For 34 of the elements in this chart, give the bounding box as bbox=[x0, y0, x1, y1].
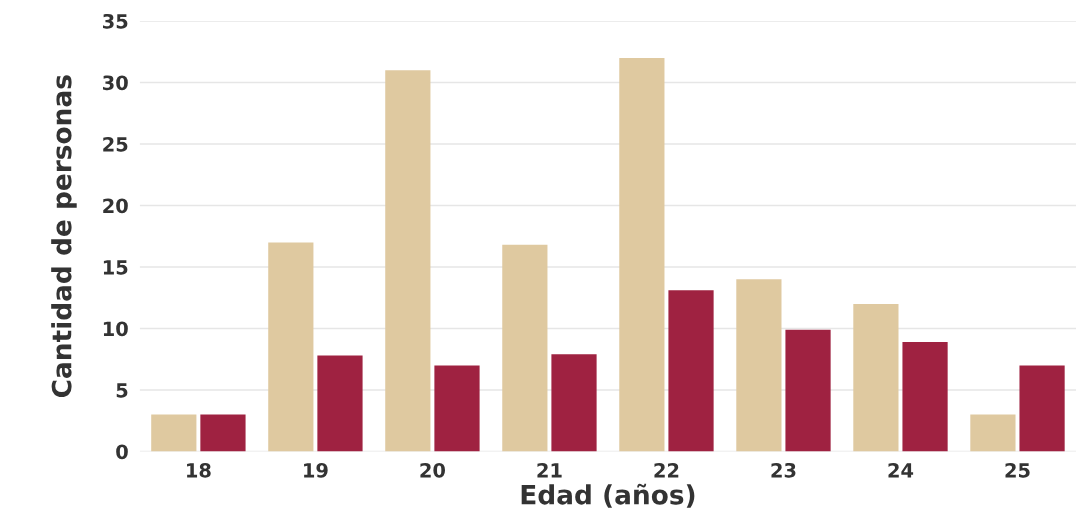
x-tick-label: 22 bbox=[654, 462, 679, 478]
x-tick-label: 19 bbox=[304, 462, 328, 478]
x-tick-label: 25 bbox=[1005, 462, 1030, 478]
x-axis-title: Edad (años) bbox=[521, 483, 695, 508]
x-tick-label: 24 bbox=[888, 462, 914, 478]
bar bbox=[619, 57, 665, 452]
y-tick-label: 5 bbox=[116, 383, 128, 398]
y-tick-label: 15 bbox=[103, 260, 128, 275]
bar bbox=[317, 355, 363, 452]
bar bbox=[1019, 365, 1065, 452]
bar bbox=[268, 242, 314, 452]
x-tick-label: 23 bbox=[771, 462, 796, 478]
bar bbox=[151, 414, 197, 452]
bar bbox=[902, 342, 948, 452]
y-tick-label: 20 bbox=[103, 198, 128, 214]
bar bbox=[385, 70, 431, 452]
bar bbox=[434, 365, 480, 452]
y-tick-label: 25 bbox=[103, 136, 128, 152]
bar bbox=[551, 354, 597, 452]
y-tick-label: 30 bbox=[103, 75, 128, 91]
y-tick-label: 35 bbox=[103, 13, 128, 29]
x-tick-label: 20 bbox=[420, 462, 446, 478]
bar bbox=[200, 414, 246, 452]
x-tick-label: 18 bbox=[187, 462, 211, 478]
bar bbox=[736, 279, 782, 452]
bar bbox=[853, 303, 899, 452]
bar bbox=[502, 244, 548, 452]
bar bbox=[970, 414, 1016, 452]
x-tick-label: 21 bbox=[537, 462, 562, 478]
y-tick-label: 10 bbox=[103, 321, 128, 337]
y-axis-title: Cantidad de personas bbox=[51, 75, 77, 398]
bar bbox=[668, 290, 714, 452]
bar bbox=[785, 329, 831, 452]
y-tick-label: 0 bbox=[116, 444, 128, 460]
